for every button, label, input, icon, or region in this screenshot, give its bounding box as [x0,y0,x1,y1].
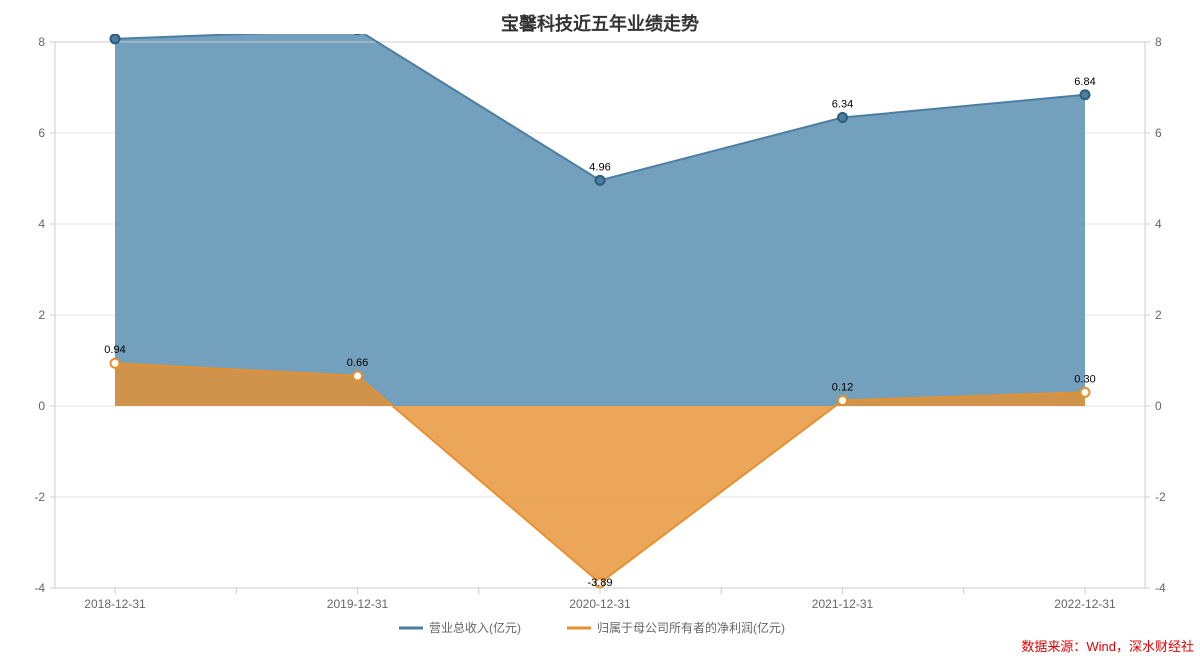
series-area [115,34,1085,406]
data-label: 4.96 [589,161,610,173]
chart-svg: -4-4-2-200224466888.078.274.966.346.840.… [0,34,1200,659]
data-label: 6.34 [832,99,853,111]
data-label: 0.94 [104,344,125,356]
legend-label: 归属于母公司所有者的净利润(亿元) [597,620,785,635]
y-right-tick-label: -2 [1155,490,1166,504]
series-marker [838,113,847,122]
x-tick-label: 2022-12-31 [1054,597,1116,611]
y-right-tick-label: 0 [1155,399,1162,413]
x-tick-label: 2019-12-31 [327,597,389,611]
y-right-tick-label: 4 [1155,217,1162,231]
y-left-tick-label: 6 [38,126,45,140]
data-label: 0.66 [347,357,368,369]
legend-label: 营业总收入(亿元) [429,620,521,635]
x-axis: 2018-12-31 2019-12-31 2020-12-31 2021-12-31… [84,588,1116,611]
legend: 营业总收入(亿元) 归属于母公司所有者的净利润(亿元) [399,620,785,635]
y-left-tick-label: -4 [34,581,45,595]
series-marker [111,359,120,368]
chart-title: 宝馨科技近五年业绩走势 [0,0,1200,36]
series-marker [111,34,120,43]
y-left-tick-label: -2 [34,490,45,504]
series-marker [353,371,362,380]
data-label: 6.84 [1074,76,1095,88]
series-marker [1081,388,1090,397]
series-marker [1081,90,1090,99]
data-label: 0.12 [832,382,853,394]
y-right-tick-label: 8 [1155,35,1162,49]
y-left-tick-label: 8 [38,35,45,49]
y-right-tick-label: 6 [1155,126,1162,140]
source-note: 数据来源：Wind，深水财经社 [1021,636,1194,655]
areas [115,34,1085,583]
y-left-tick-label: 2 [38,308,45,322]
y-right-tick-label: 2 [1155,308,1162,322]
series-marker [596,176,605,185]
data-label: -3.89 [587,577,612,589]
y-left-tick-label: 0 [38,399,45,413]
data-label: 0.30 [1074,373,1095,385]
y-right-tick-label: -4 [1155,581,1166,595]
x-tick-label: 2021-12-31 [812,597,874,611]
x-tick-label: 2018-12-31 [84,597,146,611]
x-tick-label: 2020-12-31 [569,597,631,611]
series-marker [838,396,847,405]
y-left-tick-label: 4 [38,217,45,231]
